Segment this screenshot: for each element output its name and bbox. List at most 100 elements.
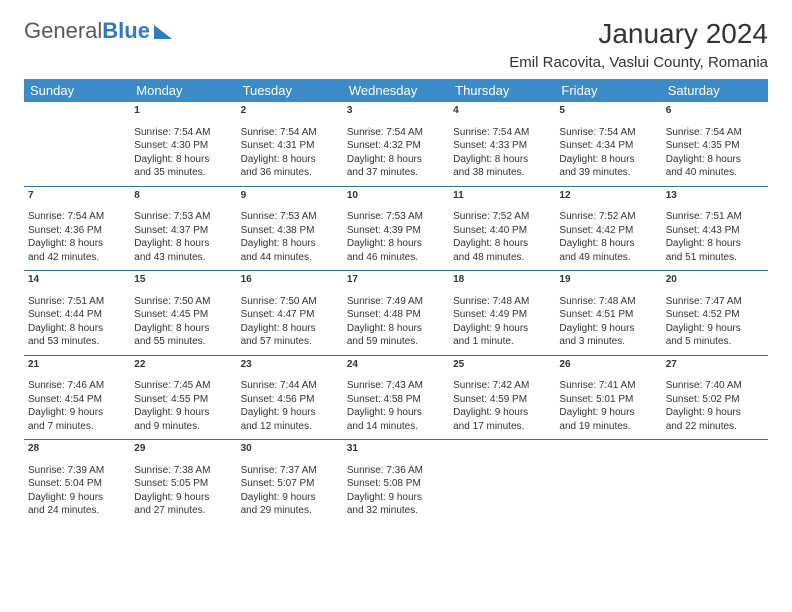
daylight-line2: and 38 minutes. xyxy=(453,166,551,180)
day-cell: Sunrise: 7:53 AMSunset: 4:39 PMDaylight:… xyxy=(343,208,449,271)
day-number: 6 xyxy=(662,102,768,124)
daylight-line1: Daylight: 8 hours xyxy=(666,237,764,251)
brand-logo: GeneralBlue xyxy=(24,18,172,44)
day-number: 18 xyxy=(449,271,555,293)
day-cell: Sunrise: 7:54 AMSunset: 4:31 PMDaylight:… xyxy=(237,124,343,187)
sunset-text: Sunset: 4:40 PM xyxy=(453,224,551,238)
day-info-row: Sunrise: 7:46 AMSunset: 4:54 PMDaylight:… xyxy=(24,377,768,440)
sunrise-text: Sunrise: 7:49 AM xyxy=(347,295,445,309)
day-number: 4 xyxy=(449,102,555,124)
daylight-line2: and 42 minutes. xyxy=(28,251,126,265)
sunrise-text: Sunrise: 7:50 AM xyxy=(241,295,339,309)
sunset-text: Sunset: 4:49 PM xyxy=(453,308,551,322)
day-cell: Sunrise: 7:43 AMSunset: 4:58 PMDaylight:… xyxy=(343,377,449,440)
daylight-line1: Daylight: 9 hours xyxy=(347,406,445,420)
daylight-line1: Daylight: 8 hours xyxy=(559,153,657,167)
sunset-text: Sunset: 4:54 PM xyxy=(28,393,126,407)
sunrise-text: Sunrise: 7:50 AM xyxy=(134,295,232,309)
sunset-text: Sunset: 5:05 PM xyxy=(134,477,232,491)
sunset-text: Sunset: 4:51 PM xyxy=(559,308,657,322)
daylight-line2: and 3 minutes. xyxy=(559,335,657,349)
day-number xyxy=(662,440,768,462)
daylight-line2: and 12 minutes. xyxy=(241,420,339,434)
location-subtitle: Emil Racovita, Vaslui County, Romania xyxy=(509,54,768,71)
day-cell xyxy=(449,462,555,524)
daylight-line2: and 35 minutes. xyxy=(134,166,232,180)
sunrise-text: Sunrise: 7:51 AM xyxy=(666,210,764,224)
sunset-text: Sunset: 4:31 PM xyxy=(241,139,339,153)
day-cell: Sunrise: 7:54 AMSunset: 4:33 PMDaylight:… xyxy=(449,124,555,187)
daylight-line2: and 19 minutes. xyxy=(559,420,657,434)
day-number: 1 xyxy=(130,102,236,124)
day-header: Monday xyxy=(130,79,236,102)
day-cell: Sunrise: 7:47 AMSunset: 4:52 PMDaylight:… xyxy=(662,293,768,356)
sunset-text: Sunset: 4:38 PM xyxy=(241,224,339,238)
day-number: 29 xyxy=(130,440,236,462)
calendar-head: SundayMondayTuesdayWednesdayThursdayFrid… xyxy=(24,79,768,102)
sunset-text: Sunset: 4:56 PM xyxy=(241,393,339,407)
sunrise-text: Sunrise: 7:40 AM xyxy=(666,379,764,393)
day-cell: Sunrise: 7:42 AMSunset: 4:59 PMDaylight:… xyxy=(449,377,555,440)
daylight-line1: Daylight: 8 hours xyxy=(453,153,551,167)
day-number: 11 xyxy=(449,187,555,209)
sunrise-text: Sunrise: 7:48 AM xyxy=(453,295,551,309)
day-number: 12 xyxy=(555,187,661,209)
day-number: 21 xyxy=(24,356,130,378)
daylight-line2: and 14 minutes. xyxy=(347,420,445,434)
daylight-line1: Daylight: 9 hours xyxy=(134,406,232,420)
day-number: 5 xyxy=(555,102,661,124)
day-number: 30 xyxy=(237,440,343,462)
day-number: 14 xyxy=(24,271,130,293)
sunrise-text: Sunrise: 7:45 AM xyxy=(134,379,232,393)
daylight-line1: Daylight: 9 hours xyxy=(347,491,445,505)
day-number xyxy=(555,440,661,462)
sunrise-text: Sunrise: 7:51 AM xyxy=(28,295,126,309)
day-number: 13 xyxy=(662,187,768,209)
day-cell: Sunrise: 7:54 AMSunset: 4:35 PMDaylight:… xyxy=(662,124,768,187)
sunrise-text: Sunrise: 7:54 AM xyxy=(666,126,764,140)
daylight-line1: Daylight: 8 hours xyxy=(559,237,657,251)
day-number: 15 xyxy=(130,271,236,293)
day-cell: Sunrise: 7:51 AMSunset: 4:43 PMDaylight:… xyxy=(662,208,768,271)
sunset-text: Sunset: 5:08 PM xyxy=(347,477,445,491)
day-header: Friday xyxy=(555,79,661,102)
sunrise-text: Sunrise: 7:54 AM xyxy=(559,126,657,140)
daylight-line1: Daylight: 9 hours xyxy=(559,406,657,420)
day-cell: Sunrise: 7:54 AMSunset: 4:32 PMDaylight:… xyxy=(343,124,449,187)
day-cell: Sunrise: 7:54 AMSunset: 4:30 PMDaylight:… xyxy=(130,124,236,187)
daylight-line2: and 48 minutes. xyxy=(453,251,551,265)
day-number: 25 xyxy=(449,356,555,378)
day-cell: Sunrise: 7:46 AMSunset: 4:54 PMDaylight:… xyxy=(24,377,130,440)
day-cell: Sunrise: 7:54 AMSunset: 4:36 PMDaylight:… xyxy=(24,208,130,271)
daylight-line2: and 44 minutes. xyxy=(241,251,339,265)
daylight-line1: Daylight: 9 hours xyxy=(559,322,657,336)
day-cell: Sunrise: 7:54 AMSunset: 4:34 PMDaylight:… xyxy=(555,124,661,187)
daylight-line1: Daylight: 9 hours xyxy=(453,322,551,336)
day-cell: Sunrise: 7:40 AMSunset: 5:02 PMDaylight:… xyxy=(662,377,768,440)
day-number: 19 xyxy=(555,271,661,293)
daylight-line1: Daylight: 8 hours xyxy=(134,153,232,167)
brand-triangle-icon xyxy=(154,25,172,39)
sunrise-text: Sunrise: 7:54 AM xyxy=(134,126,232,140)
daylight-line2: and 57 minutes. xyxy=(241,335,339,349)
daylight-line1: Daylight: 8 hours xyxy=(28,237,126,251)
day-number: 7 xyxy=(24,187,130,209)
day-cell: Sunrise: 7:36 AMSunset: 5:08 PMDaylight:… xyxy=(343,462,449,524)
daylight-line1: Daylight: 9 hours xyxy=(666,322,764,336)
sunrise-text: Sunrise: 7:53 AM xyxy=(347,210,445,224)
daylight-line2: and 39 minutes. xyxy=(559,166,657,180)
month-title: January 2024 xyxy=(509,18,768,50)
header: GeneralBlue January 2024 Emil Racovita, … xyxy=(24,18,768,71)
day-cell: Sunrise: 7:52 AMSunset: 4:42 PMDaylight:… xyxy=(555,208,661,271)
daylight-line1: Daylight: 9 hours xyxy=(134,491,232,505)
sunset-text: Sunset: 4:37 PM xyxy=(134,224,232,238)
sunset-text: Sunset: 5:02 PM xyxy=(666,393,764,407)
day-cell: Sunrise: 7:52 AMSunset: 4:40 PMDaylight:… xyxy=(449,208,555,271)
day-number: 23 xyxy=(237,356,343,378)
sunset-text: Sunset: 4:44 PM xyxy=(28,308,126,322)
day-cell: Sunrise: 7:48 AMSunset: 4:49 PMDaylight:… xyxy=(449,293,555,356)
daylight-line1: Daylight: 9 hours xyxy=(28,491,126,505)
sunrise-text: Sunrise: 7:37 AM xyxy=(241,464,339,478)
daylight-line1: Daylight: 9 hours xyxy=(666,406,764,420)
sunrise-text: Sunrise: 7:43 AM xyxy=(347,379,445,393)
